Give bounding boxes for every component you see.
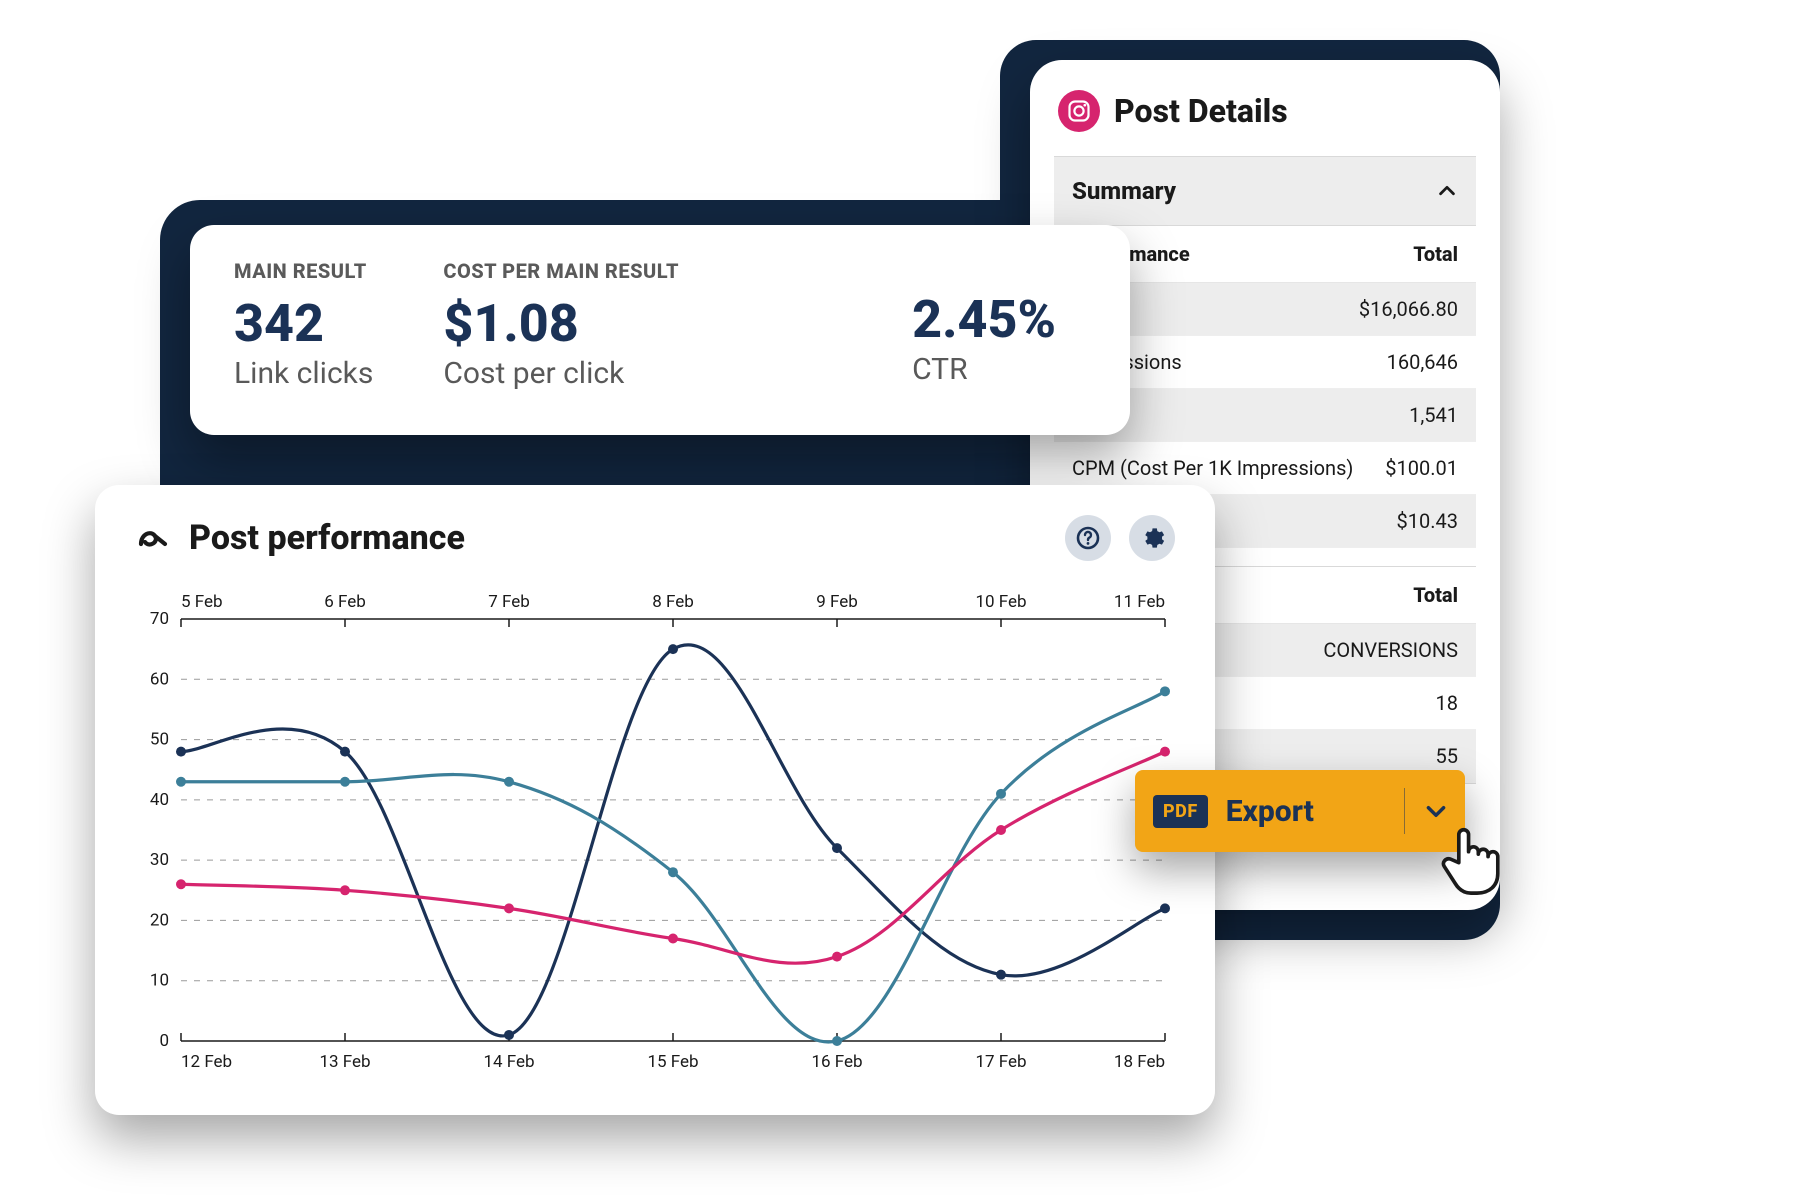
- svg-text:70: 70: [150, 609, 169, 629]
- row-value: $100.01: [1385, 456, 1458, 480]
- metric-value: $1.08: [443, 297, 679, 352]
- gear-icon: [1139, 525, 1165, 551]
- svg-text:20: 20: [150, 910, 169, 930]
- chart-card: Post performance 0 10 20 30 40 50 60 70 5 Feb 12 …: [95, 485, 1215, 1115]
- export-button[interactable]: PDF Export: [1135, 770, 1465, 852]
- help-button[interactable]: [1065, 515, 1111, 561]
- svg-text:13 Feb: 13 Feb: [319, 1052, 370, 1072]
- table-header-right: Total: [1413, 242, 1458, 266]
- summary-toggle[interactable]: Summary: [1054, 157, 1476, 226]
- svg-text:9 Feb: 9 Feb: [816, 592, 858, 612]
- row-value: 1,541: [1409, 403, 1458, 427]
- row-label: CPM (Cost Per 1K Impressions): [1072, 456, 1353, 480]
- summary-label: Summary: [1072, 177, 1176, 205]
- svg-text:10 Feb: 10 Feb: [975, 592, 1026, 612]
- svg-text:16 Feb: 16 Feb: [811, 1052, 862, 1072]
- row-value: 55: [1436, 744, 1458, 768]
- svg-text:40: 40: [150, 790, 169, 810]
- metrics-card: MAIN RESULT 342 Link clicks COST PER MAI…: [190, 225, 1130, 435]
- svg-text:30: 30: [150, 850, 169, 870]
- metric-sub: Cost per click: [443, 356, 679, 391]
- svg-text:8 Feb: 8 Feb: [652, 592, 694, 612]
- help-icon: [1076, 526, 1100, 550]
- svg-text:7 Feb: 7 Feb: [488, 592, 530, 612]
- svg-text:50: 50: [150, 730, 169, 750]
- row-value: 160,646: [1387, 350, 1458, 374]
- pdf-badge: PDF: [1153, 795, 1208, 828]
- svg-text:17 Feb: 17 Feb: [975, 1052, 1026, 1072]
- svg-text:15 Feb: 15 Feb: [647, 1052, 698, 1072]
- metric-value: 2.45%: [912, 293, 1056, 348]
- metric-sub: CTR: [912, 352, 1056, 387]
- chevron-down-icon[interactable]: [1423, 798, 1449, 824]
- svg-text:5 Feb: 5 Feb: [181, 592, 223, 612]
- settings-button[interactable]: [1129, 515, 1175, 561]
- svg-text:12 Feb: 12 Feb: [181, 1052, 232, 1072]
- chart-logo-icon: [135, 520, 171, 556]
- metric-heading: MAIN RESULT: [234, 259, 373, 283]
- metric-heading: COST PER MAIN RESULT: [443, 259, 679, 283]
- svg-text:18 Feb: 18 Feb: [1114, 1052, 1165, 1072]
- svg-text:11 Feb: 11 Feb: [1114, 592, 1165, 612]
- post-performance-chart: 0 10 20 30 40 50 60 70 5 Feb 12 Feb 6 Feb 13 Feb 7 F…: [135, 579, 1175, 1089]
- instagram-icon: [1058, 90, 1100, 132]
- metric-value: 342: [234, 297, 373, 352]
- row-value: 18: [1436, 691, 1458, 715]
- row-value: $10.43: [1397, 509, 1458, 533]
- svg-text:14 Feb: 14 Feb: [483, 1052, 534, 1072]
- export-label: Export: [1226, 794, 1314, 829]
- metric-main-result: MAIN RESULT 342 Link clicks: [234, 259, 373, 391]
- svg-text:6 Feb: 6 Feb: [324, 592, 366, 612]
- metric-ctr: 2.45% CTR: [912, 259, 1056, 387]
- metric-cost: COST PER MAIN RESULT $1.08 Cost per clic…: [443, 259, 679, 391]
- chevron-up-icon: [1436, 180, 1458, 202]
- svg-text:0: 0: [159, 1031, 169, 1051]
- row-value: CONVERSIONS: [1323, 638, 1458, 662]
- table-header-2-right: Total: [1413, 583, 1458, 607]
- svg-text:60: 60: [150, 669, 169, 689]
- row-value: $16,066.80: [1359, 297, 1458, 321]
- svg-text:10: 10: [150, 971, 169, 991]
- metric-sub: Link clicks: [234, 356, 373, 391]
- chart-title: Post performance: [189, 518, 465, 558]
- post-details-title: Post Details: [1114, 92, 1288, 130]
- divider: [1404, 788, 1405, 834]
